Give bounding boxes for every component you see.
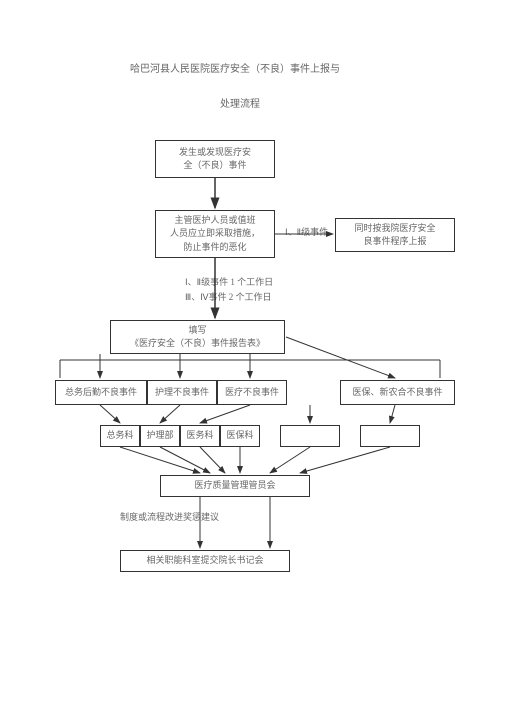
node-cat-logistics: 总务后勤不良事件	[55, 380, 147, 405]
label-days-1: Ⅰ、Ⅱ级事件 1 个工作日	[185, 275, 273, 288]
node-fill-form: 填写 《医疗安全（不良）事件报告表》	[110, 320, 285, 354]
node-dept-ins: 医保科	[220, 425, 260, 447]
node-cat-insurance: 医保、新农合不良事件	[340, 380, 455, 405]
page-title-1: 哈巴河县人民医院医疗安全（不良）事件上报与	[85, 60, 385, 75]
node-start: 发生或发现医疗安 全（不良）事件	[155, 140, 275, 178]
label-level12: Ⅰ、Ⅱ级事件	[285, 225, 328, 238]
node-final: 相关职能科室提交院长书记会	[120, 550, 290, 572]
label-days-2: Ⅲ、Ⅳ事件 2 个工作日	[185, 290, 272, 303]
node-dept-extra1	[280, 425, 340, 447]
node-action: 主管医护人员或值班 人员应立即采取措施， 防止事件的恶化	[155, 210, 275, 258]
label-suggestion: 制度或流程改进奖惩建议	[120, 510, 219, 523]
page-title-2: 处理流程	[200, 95, 280, 110]
node-cat-medical: 医疗不良事件	[217, 380, 287, 405]
node-cat-nursing: 护理不良事件	[147, 380, 217, 405]
node-dept-nursing: 护理部	[140, 425, 180, 447]
node-dept-general: 总务科	[100, 425, 140, 447]
node-committee: 医疗质量管理管员会	[160, 475, 310, 497]
node-report-parallel: 同时按我院医疗安全 良事件程序上报	[335, 218, 455, 252]
node-dept-extra2	[360, 425, 420, 447]
node-dept-medical: 医务科	[180, 425, 220, 447]
